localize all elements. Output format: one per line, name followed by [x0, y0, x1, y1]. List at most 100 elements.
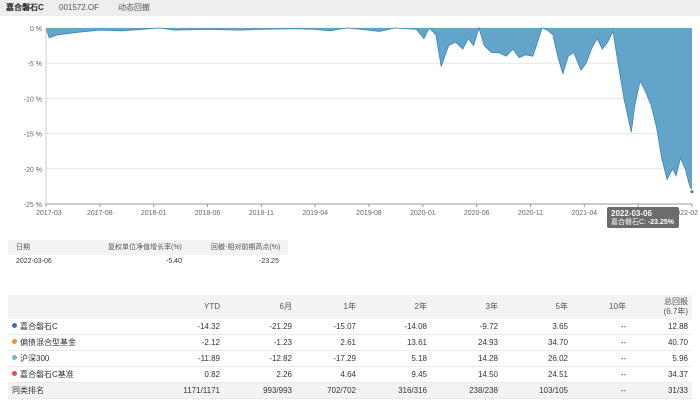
performance-row-name: 同类排名 — [12, 383, 44, 398]
performance-row: 嘉合磐石C基准 0.82 2.26 4.64 9.45 14.50 24.51 -- 34.37 — [8, 367, 692, 383]
performance-cell: -21.29 — [269, 322, 292, 331]
col-header-6m: 6月 — [279, 302, 292, 311]
performance-cell: 12.88 — [667, 322, 688, 331]
tooltip-value: -23.25% — [647, 219, 675, 226]
performance-cell: 0.82 — [204, 370, 220, 379]
col-header-ytd: YTD — [204, 302, 220, 311]
tooltip-series-label: 嘉合磐石C: — [611, 219, 646, 226]
col-header-10y: 10年 — [609, 302, 626, 311]
performance-row-name: 沪深300 — [12, 351, 49, 366]
tooltip-line: 嘉合磐石C: -23.25% — [611, 218, 675, 227]
y-tick-label: -25 % — [24, 202, 42, 209]
performance-cell: 316/316 — [398, 386, 427, 395]
chart-series-layer — [45, 26, 695, 195]
series-color-dot — [12, 355, 17, 360]
col-header-5y: 5年 — [555, 302, 568, 311]
x-tick-label: 2019-04 — [302, 210, 328, 217]
chart-tooltip: 2022-03-06 嘉合磐石C: -23.25% — [607, 207, 679, 228]
performance-cell: -- — [620, 386, 626, 395]
performance-cell: 1171/1171 — [183, 386, 220, 395]
drawdown-line — [45, 26, 693, 192]
chart-grid — [46, 27, 692, 205]
col-header-1y: 1年 — [343, 302, 356, 311]
drawdown-area — [46, 28, 692, 192]
performance-cell: -9.72 — [479, 322, 498, 331]
performance-cell: 103/105 — [539, 386, 568, 395]
title-bar: 嘉合磐石C 001572.OF 动态回撤 — [0, 0, 700, 16]
performance-cell: -- — [620, 354, 626, 363]
performance-cell: 9.45 — [411, 370, 427, 379]
performance-cell: 993/993 — [263, 386, 292, 395]
x-tick-label: 2020-06 — [464, 210, 490, 217]
performance-cell: 24.93 — [477, 338, 498, 347]
performance-header-row: YTD 6月 1年 2年 3年 5年 10年 总回报 (6.7年) — [8, 295, 692, 319]
performance-cell: -11.89 — [197, 354, 220, 363]
performance-cell: -14.08 — [404, 322, 427, 331]
x-tick-label: 2018-11 — [249, 210, 274, 217]
x-tick-label: 2020-01 — [410, 210, 436, 217]
performance-cell: 3.65 — [552, 322, 568, 331]
performance-cell: 2.61 — [340, 338, 356, 347]
performance-cell: 40.70 — [667, 338, 688, 347]
chart-axes: 0 % -5 % -10 % -15 % -20 % -25 %2017-03 2017-0… — [24, 26, 698, 217]
series-color-dot — [12, 371, 17, 376]
performance-cell: 702/702 — [327, 386, 356, 395]
x-tick-label: 2021-04 — [571, 210, 597, 217]
performance-row-name: 偏债混合型基金 — [12, 335, 76, 350]
fund-code: 001572.OF — [59, 3, 100, 12]
performance-cell: -- — [620, 370, 626, 379]
y-tick-label: -20 % — [24, 167, 42, 174]
performance-cell: -- — [620, 338, 626, 347]
drawdown-value-drawdown: -23.25 — [259, 258, 279, 265]
col-header-3y: 3年 — [485, 302, 498, 311]
series-color-dot — [12, 339, 17, 344]
series-name: 嘉合磐石C — [20, 322, 58, 331]
performance-row-name: 嘉合磐石C — [12, 319, 58, 334]
x-tick-label: 2017-08 — [87, 210, 113, 217]
performance-cell: -14.32 — [197, 322, 220, 331]
drawdown-header-date: 日期 — [16, 244, 30, 251]
x-tick-label: 2020-11 — [518, 210, 543, 217]
performance-row: 偏债混合型基金 -2.12 -1.23 2.61 13.61 24.93 34.70 -- 40… — [8, 335, 692, 351]
tooltip-date: 2022-03-06 — [611, 209, 652, 218]
performance-row: 同类排名 1171/1171 993/993 702/702 316/316 238/23… — [8, 383, 692, 399]
series-name: 同类排名 — [12, 386, 44, 395]
performance-cell: 24.51 — [547, 370, 568, 379]
performance-cell: 5.96 — [672, 354, 688, 363]
y-tick-label: -5 % — [28, 61, 42, 68]
series-name: 嘉合磐石C基准 — [20, 370, 74, 379]
performance-cell: 14.50 — [477, 370, 498, 379]
col-header-total-period: (6.7年) — [663, 307, 688, 316]
y-tick-label: 0 % — [30, 26, 42, 33]
performance-cell: -- — [620, 322, 626, 331]
col-header-total: 总回报 — [664, 297, 688, 306]
x-tick-label: 2018-01 — [141, 210, 167, 217]
x-tick-label: 2019-08 — [356, 210, 382, 217]
performance-cell: 34.70 — [547, 338, 568, 347]
drawdown-header-growth: 复权单位净值增长率(%) — [108, 244, 182, 251]
performance-cell: -12.82 — [269, 354, 292, 363]
performance-cell: -2.12 — [201, 338, 220, 347]
performance-cell: -15.07 — [333, 322, 356, 331]
performance-row-name: 嘉合磐石C基准 — [12, 367, 74, 382]
drawdown-table-header-bg — [8, 240, 288, 255]
performance-cell: -1.23 — [273, 338, 292, 347]
drawdown-header-drawdown: 回撤-相对前期高点(%) — [211, 244, 281, 251]
drawdown-area-chart[interactable]: 0 % -5 % -10 % -15 % -20 % -25 %2017-03 2017-0… — [0, 16, 700, 226]
performance-cell: 2.26 — [276, 370, 292, 379]
performance-cell: 34.37 — [667, 370, 688, 379]
series-name: 沪深300 — [20, 354, 50, 363]
x-tick-label: 2018-06 — [195, 210, 221, 217]
hover-point — [689, 189, 695, 195]
col-header-2y: 2年 — [414, 302, 427, 311]
performance-table-body: 嘉合磐石C -14.32 -21.29 -15.07 -14.08 -9.72 3.65 --… — [8, 319, 692, 399]
performance-cell: 5.18 — [411, 354, 427, 363]
series-color-dot — [12, 323, 17, 328]
chart-mode-label: 动态回撤 — [118, 3, 150, 12]
performance-cell: 13.61 — [406, 338, 427, 347]
performance-table: YTD 6月 1年 2年 3年 5年 10年 总回报 (6.7年) 嘉合磐石C -… — [8, 295, 692, 399]
performance-cell: 31/33 — [667, 386, 688, 395]
fund-name: 嘉合磐石C — [6, 3, 44, 12]
performance-cell: -17.29 — [333, 354, 356, 363]
x-tick-label: 2022-02 — [672, 210, 698, 217]
